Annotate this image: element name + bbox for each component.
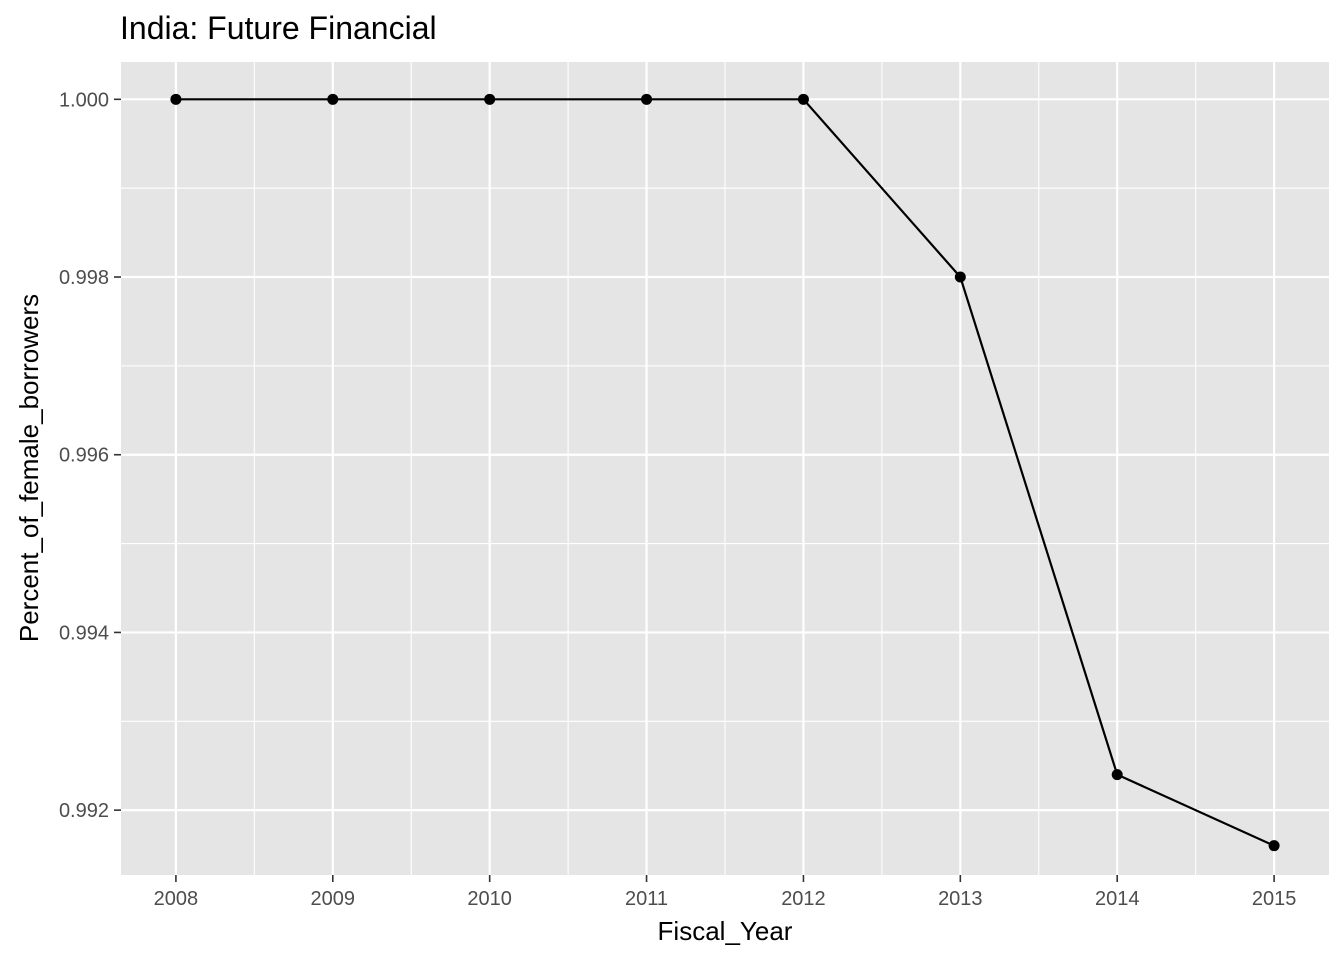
x-tick-label: 2014 <box>1095 888 1140 910</box>
data-point <box>954 271 966 283</box>
data-point <box>641 93 653 105</box>
x-tick-label: 2015 <box>1252 888 1297 910</box>
y-tick-label: 0.996 <box>59 445 109 467</box>
y-tick-label: 0.998 <box>59 267 109 289</box>
y-tick-label: 1.000 <box>59 89 109 111</box>
y-tick-label: 0.994 <box>59 622 109 644</box>
y-axis: 0.992 0.994 0.996 0.998 1.000 <box>59 89 121 822</box>
x-tick-label: 2008 <box>154 888 199 910</box>
y-tick-label: 0.992 <box>59 800 109 822</box>
series <box>170 93 1280 852</box>
x-tick-label: 2010 <box>467 888 512 910</box>
data-point <box>170 93 182 105</box>
data-point <box>484 93 496 105</box>
x-tick-label: 2009 <box>311 888 356 910</box>
data-point <box>797 93 809 105</box>
x-axis-title: Fiscal_Year <box>658 916 793 946</box>
x-axis: 2008 2009 2010 2011 2012 2013 2014 2015 <box>154 875 1297 910</box>
x-tick-label: 2013 <box>938 888 983 910</box>
y-axis-title: Percent_of_female_borrowers <box>14 294 44 642</box>
x-tick-label: 2012 <box>781 888 826 910</box>
series-line <box>175 98 1275 847</box>
data-point <box>1268 840 1280 852</box>
grid-minor <box>121 62 1329 875</box>
x-tick-label: 2011 <box>625 888 668 910</box>
data-point <box>1111 769 1123 781</box>
data-point <box>327 93 339 105</box>
chart-title: India: Future Financial <box>120 10 437 46</box>
